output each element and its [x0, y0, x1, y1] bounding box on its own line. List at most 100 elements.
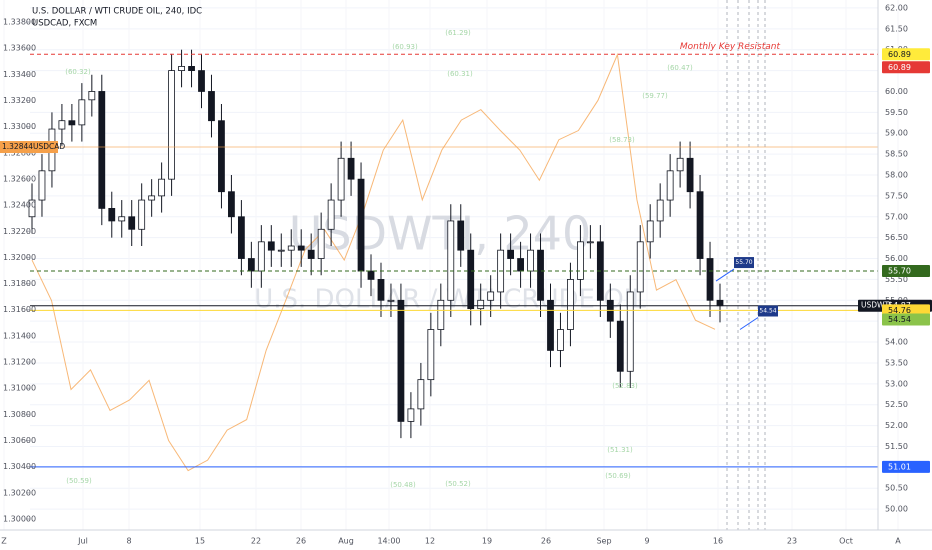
candle-body — [28, 199, 36, 218]
candle-body — [347, 157, 355, 180]
annotation: (51.31) — [607, 446, 633, 454]
candle-body — [636, 241, 644, 293]
candle-body — [397, 299, 405, 422]
candle-body — [237, 216, 245, 259]
candle-body — [686, 157, 694, 193]
y2-tick-label: 1.30600 — [3, 436, 36, 445]
y-tick-label: 57.00 — [885, 212, 908, 221]
candle-body — [447, 220, 455, 301]
y-tick-label: 56.50 — [885, 233, 908, 242]
candle-body — [297, 245, 305, 251]
y-tick-label: 58.50 — [885, 150, 908, 159]
callout-label: 55.70 — [735, 259, 752, 266]
callout-label: 54.54 — [759, 308, 776, 315]
y-tick-label: 57.50 — [885, 191, 908, 200]
annotation: (59.77) — [642, 92, 668, 100]
candle-body — [247, 258, 255, 272]
callout-arrow — [739, 317, 759, 330]
y2-tick-label: 1.30800 — [3, 410, 36, 419]
price-tag-label: 1.32844 — [2, 142, 33, 151]
candle-body — [218, 120, 225, 193]
candle-body — [696, 191, 704, 259]
y-tick-label: 50.00 — [885, 505, 908, 514]
candle-body — [467, 249, 475, 310]
candle-body — [88, 91, 96, 101]
y-tick-label: 51.50 — [885, 442, 908, 451]
candle-body — [307, 249, 315, 259]
price-tag — [882, 48, 930, 61]
candle-body — [118, 216, 126, 222]
candle-body — [387, 299, 395, 302]
candle-body — [616, 320, 624, 372]
y2-tick-label: 1.33000 — [3, 122, 36, 131]
y-tick-label: 59.00 — [885, 129, 908, 138]
candle-body — [267, 241, 275, 251]
candle-body — [437, 299, 445, 330]
y-tick-label: 53.50 — [885, 358, 908, 367]
price-tag — [882, 460, 930, 473]
price-tag — [882, 313, 930, 326]
candle-body — [108, 208, 116, 222]
price-tag-label: 51.01 — [888, 462, 911, 471]
y2-tick-label: 1.33400 — [3, 70, 36, 79]
y-tick-label: 62.00 — [885, 3, 908, 12]
chart-title: U.S. DOLLAR / WTI CRUDE OIL, 240, IDC — [32, 7, 202, 17]
y-tick-label: 59.50 — [885, 108, 908, 117]
candle-body — [58, 120, 66, 130]
candle-body — [646, 220, 654, 243]
candle-body — [367, 270, 375, 280]
x-tick-label: Aug — [338, 537, 354, 546]
candle-body — [188, 66, 195, 71]
candle-body — [666, 170, 674, 201]
y2-tick-label: 1.31000 — [3, 384, 36, 393]
candle-body — [457, 220, 465, 251]
candle-body — [427, 329, 435, 381]
candle-body — [656, 199, 664, 222]
candle-body — [477, 299, 485, 310]
candle-body — [128, 216, 136, 230]
candle-body — [557, 329, 564, 351]
y-tick-label: 58.00 — [885, 170, 908, 179]
x-tick-label: Sep — [596, 537, 611, 546]
x-tick-label: 15 — [195, 537, 205, 546]
y2-tick-label: 1.31600 — [3, 305, 36, 314]
y-tick-label: 52.00 — [885, 421, 908, 430]
annotation: (60.93) — [392, 43, 418, 51]
y-tick-label: 61.50 — [885, 24, 908, 33]
y2-tick-label: 1.31200 — [3, 358, 36, 367]
candle-body — [78, 99, 86, 126]
candle-body — [327, 199, 335, 230]
callout-box — [758, 305, 778, 317]
candle-body — [487, 291, 495, 301]
y2-tick-label: 1.31400 — [3, 331, 36, 340]
candle-body — [507, 249, 515, 259]
x-tick-label: 26 — [296, 537, 306, 546]
level-text: Monthly Key Resistant — [680, 42, 781, 52]
x-tick-label: 8 — [126, 537, 131, 546]
candle-body — [98, 91, 106, 209]
annotation: (50.48) — [390, 481, 416, 489]
annotation: (50.52) — [445, 480, 471, 488]
candle-body — [337, 157, 345, 201]
x-tick-label: Oct — [839, 537, 853, 546]
annotation: (60.32) — [65, 68, 91, 76]
price-tag — [0, 141, 58, 154]
candle-body — [537, 249, 544, 301]
price-tag-label: 54.54 — [888, 315, 911, 324]
candle-body — [228, 191, 235, 218]
candle-body — [706, 258, 714, 301]
candle-body — [198, 70, 205, 92]
y2-tick-label: 1.33800 — [3, 17, 36, 26]
x-tick-label: A — [895, 537, 901, 546]
candle-body — [517, 258, 524, 272]
candle-body — [377, 279, 385, 301]
callout-arrow — [715, 268, 735, 282]
candle-body — [567, 279, 574, 330]
y2-tick-label: 1.30000 — [3, 515, 36, 524]
price-tag-label: 60.89 — [888, 50, 911, 59]
overlay-title: USDCAD, FXCM — [32, 19, 97, 29]
candle-body — [417, 379, 425, 410]
y2-tick-label: 1.31800 — [3, 279, 36, 288]
x-tick-label: 23 — [787, 537, 797, 546]
